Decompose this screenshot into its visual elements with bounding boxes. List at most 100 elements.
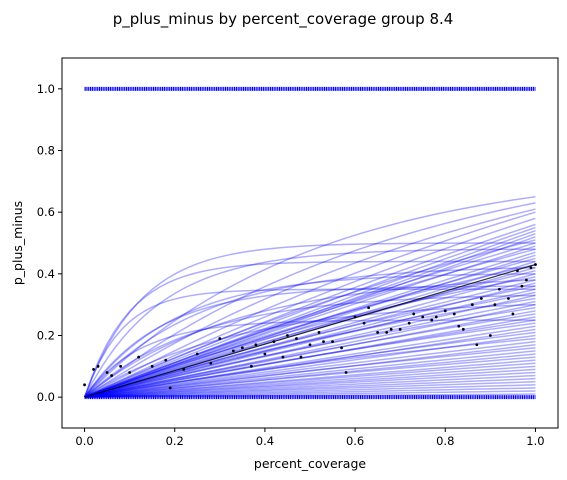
data-point-3	[105, 371, 109, 374]
band-curve-39	[84, 316, 536, 398]
data-point-59	[389, 327, 393, 331]
band-curve-45	[84, 331, 536, 398]
band-curve-26	[84, 279, 536, 398]
band-curve-50	[84, 347, 536, 398]
data-point-51	[299, 355, 303, 359]
data-point-50	[249, 364, 253, 368]
band-curve-54	[84, 359, 536, 398]
band-curve-46	[84, 334, 536, 398]
data-point-23	[317, 331, 321, 334]
band-curve-18	[84, 257, 536, 398]
band-curve-5	[84, 223, 536, 398]
data-point-41	[479, 297, 483, 300]
data-point-8	[150, 364, 154, 368]
band-curve-11	[83, 242, 536, 398]
band-curve-66	[83, 266, 536, 398]
x-tick-label-2: 0.4	[256, 434, 274, 448]
band-curve-63	[84, 387, 536, 398]
band-curve-49	[84, 344, 536, 398]
x-tick-label-0: 0.0	[75, 434, 93, 448]
y-axis: 0.0 0.2 0.4 0.6 0.8 1.0	[37, 82, 62, 404]
band-curve-40	[83, 319, 536, 398]
data-point-28	[362, 321, 366, 325]
x-tick-label-5: 1.0	[526, 434, 544, 448]
data-point-34	[430, 318, 434, 322]
x-tick-label-3: 0.6	[346, 434, 364, 448]
data-point-21	[295, 337, 298, 340]
mean-line	[84, 264, 536, 398]
band-curve-42	[84, 322, 536, 398]
band-curve-64	[84, 390, 536, 398]
data-point-4	[110, 374, 113, 377]
data-point-9	[164, 358, 168, 362]
data-point-44	[507, 297, 510, 300]
band-curve-9	[84, 236, 536, 398]
band-curve-24	[84, 273, 536, 398]
band-curves	[83, 196, 536, 398]
band-curve-56	[84, 365, 536, 398]
data-point-24	[331, 340, 334, 344]
band-curve-55	[84, 362, 536, 398]
band-curve-6	[84, 226, 536, 398]
data-point-38	[461, 327, 465, 331]
band-curve-67	[83, 273, 536, 398]
y-tick-label-1: 0.2	[37, 329, 55, 343]
y-tick-label-3: 0.6	[37, 205, 55, 219]
data-point-6	[128, 371, 132, 374]
band-curve-15	[84, 248, 536, 398]
data-point-20	[286, 334, 289, 337]
band-curve-21	[84, 263, 536, 398]
band-curve-14	[83, 248, 536, 398]
band-curve-4	[84, 217, 536, 398]
band-curve-12	[84, 242, 536, 398]
data-point-43	[497, 287, 501, 291]
data-point-58	[281, 355, 285, 359]
data-point-17	[254, 343, 258, 347]
x-axis-label: percent_coverage	[254, 456, 366, 471]
data-point-53	[367, 306, 371, 310]
data-point-2	[96, 364, 100, 368]
data-point-19	[272, 340, 276, 344]
data-point-31	[398, 327, 402, 331]
band-curve-41	[84, 319, 536, 398]
band-curve-35	[84, 303, 536, 398]
band-curve-19	[83, 260, 536, 398]
data-point-12	[195, 352, 199, 356]
data-point-54	[412, 312, 416, 316]
band-curve-31	[84, 291, 536, 398]
x-axis: 0.0 0.2 0.4 0.6 0.8 1.0	[75, 428, 545, 448]
y-tick-label-2: 0.4	[37, 267, 55, 281]
data-point-14	[218, 337, 222, 340]
band-curve-33	[84, 297, 536, 398]
data-point-36	[443, 309, 447, 313]
data-points	[83, 263, 537, 390]
data-point-47	[525, 278, 528, 282]
data-point-7	[137, 355, 141, 359]
data-point-52	[322, 340, 325, 344]
band-curve-58	[84, 371, 536, 398]
data-point-37	[452, 312, 456, 316]
x-tick-label-1: 0.2	[166, 434, 184, 448]
data-point-57	[516, 269, 519, 273]
data-point-11	[182, 368, 186, 371]
band-curve-36	[84, 307, 536, 398]
band-curve-20	[84, 260, 536, 398]
band-curve-62	[84, 384, 536, 398]
band-curve-70	[84, 294, 536, 398]
band-curve-0	[84, 196, 536, 398]
band-curve-59	[84, 374, 536, 398]
y-axis-label: p_plus_minus	[10, 201, 25, 285]
band-curve-60	[84, 377, 536, 398]
band-curve-34	[84, 300, 536, 398]
band-curve-44	[84, 328, 536, 398]
data-point-0	[83, 383, 86, 387]
band-curve-51	[84, 350, 536, 398]
band-curve-30	[84, 288, 536, 398]
data-point-26	[344, 371, 348, 374]
data-point-1	[92, 368, 95, 371]
band-curve-71	[84, 303, 536, 398]
band-curve-10	[84, 239, 536, 398]
data-point-55	[457, 324, 461, 328]
